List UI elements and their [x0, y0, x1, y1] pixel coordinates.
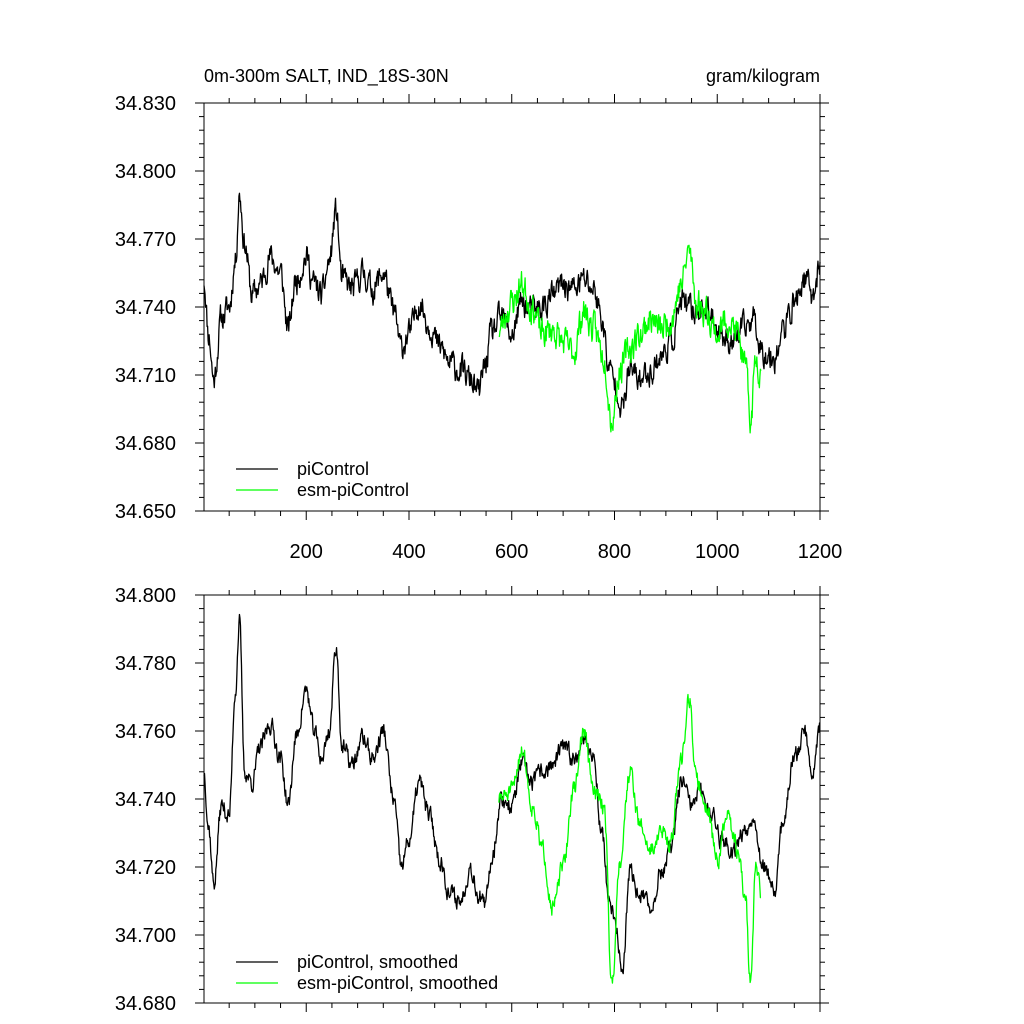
x-tick-label: 1200	[798, 541, 843, 563]
bottom-plot-frame	[203, 594, 821, 1004]
bottom-legend: piControl, smoothed esm-piControl, smoot…	[236, 952, 498, 993]
x-tick-label: 600	[495, 541, 528, 563]
legend-label-esm-picontrol: esm-piControl	[297, 480, 409, 500]
bottom-panel: 34.680 34.700 34.720 34.740 34.760 34.780 34.8…	[115, 585, 829, 1015]
y-tick-label: 34.830	[115, 93, 176, 115]
top-panel-ticks: 34.650 34.680 34.710 34.740 34.770 34.800 34.8…	[115, 93, 842, 563]
y-tick-label: 34.740	[115, 789, 176, 811]
top-panel-title: 0m-300m SALT, IND_18S-30N	[204, 66, 449, 87]
x-tick-label: 800	[598, 541, 631, 563]
series-line-esm-picontrol	[498, 244, 762, 434]
top-panel-units: gram/kilogram	[706, 66, 820, 86]
legend-label-esm-picontrol-smoothed: esm-piControl, smoothed	[297, 973, 498, 993]
y-tick-label: 34.780	[115, 653, 176, 675]
top-plot-frame	[203, 102, 821, 512]
legend-label-picontrol-smoothed: piControl, smoothed	[297, 952, 458, 972]
top-panel-series	[203, 192, 821, 434]
y-tick-label: 34.800	[115, 585, 176, 607]
y-tick-label: 34.710	[115, 365, 176, 387]
legend-label-picontrol: piControl	[297, 459, 369, 479]
y-tick-label: 34.720	[115, 857, 176, 879]
y-tick-label: 34.740	[115, 297, 176, 319]
y-tick-label: 34.680	[115, 993, 176, 1015]
top-legend: piControl esm-piControl	[236, 459, 409, 500]
y-tick-label: 34.680	[115, 433, 176, 455]
y-tick-label: 34.650	[115, 501, 176, 523]
bottom-panel-series	[203, 613, 821, 984]
x-tick-label: 1000	[695, 541, 740, 563]
y-tick-label: 34.800	[115, 161, 176, 183]
series-line-esm-picontrol-smoothed	[498, 693, 762, 984]
bottom-panel-ticks: 34.680 34.700 34.720 34.740 34.760 34.780 34.8…	[115, 585, 829, 1015]
y-tick-label: 34.770	[115, 229, 176, 251]
series-line-picontrol-smoothed	[203, 613, 821, 975]
y-tick-label: 34.760	[115, 721, 176, 743]
x-tick-label: 200	[290, 541, 323, 563]
x-tick-label: 400	[392, 541, 425, 563]
top-panel: 0m-300m SALT, IND_18S-30N gram/kilogram …	[115, 66, 842, 563]
y-tick-label: 34.700	[115, 925, 176, 947]
series-line-picontrol	[203, 192, 821, 418]
